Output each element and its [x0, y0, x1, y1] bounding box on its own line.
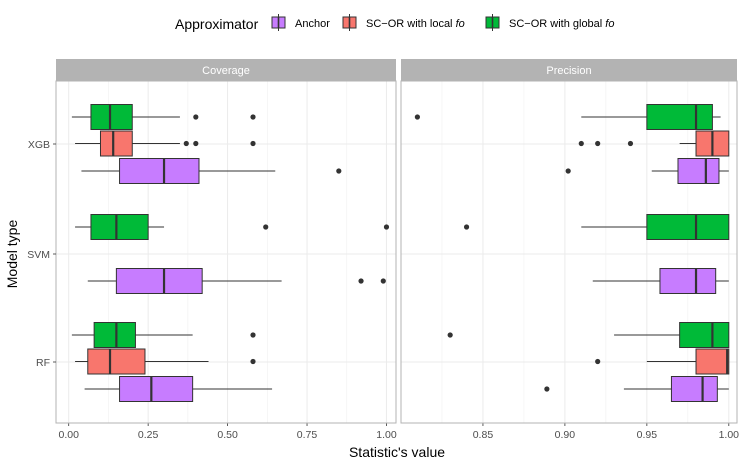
- y-tick-label-xgb: XGB: [28, 139, 50, 151]
- y-tick-label-svm: SVM: [27, 249, 50, 261]
- box-iqr: [119, 376, 194, 402]
- legend-label-text: SC−OR with local: [366, 18, 456, 30]
- x-tick-label: 0.00: [58, 429, 79, 441]
- legend-label-text: Anchor: [295, 18, 330, 30]
- box-svm-anchor: [87, 268, 386, 294]
- outlier-point: [595, 358, 601, 365]
- box-iqr: [646, 104, 713, 130]
- outlier-point: [595, 140, 601, 147]
- outlier-point: [380, 278, 386, 284]
- panel-border: [400, 80, 738, 424]
- x-tick-label: 0.95: [637, 429, 658, 441]
- box-xgb-anchor: [81, 158, 342, 184]
- legend: Approximator Anchor SC−OR with local fo SC…: [175, 14, 614, 32]
- legend-label-global: SC−OR with global fo: [509, 18, 614, 30]
- strip-title: Precision: [546, 65, 591, 77]
- x-tick-label: 0.25: [138, 429, 159, 441]
- outlier-point: [414, 114, 420, 120]
- x-tick-label: 1.00: [376, 429, 397, 441]
- box-svm-anchor: [592, 268, 729, 294]
- outlier-point: [183, 140, 189, 147]
- legend-label-text: SC−OR with global: [509, 18, 605, 30]
- box-xgb-local: [75, 130, 256, 157]
- panel-border: [55, 80, 397, 424]
- outlier-point: [578, 140, 584, 147]
- panels: Coverage 0.00 0.25 0.50 0.75 1.00 Precision 0.8…: [55, 59, 740, 441]
- box-rf-global: [71, 322, 256, 348]
- outlier-point: [544, 386, 550, 392]
- strip-title: Coverage: [202, 65, 250, 77]
- legend-label-local: SC−OR with local fo: [366, 18, 465, 30]
- outlier-point: [336, 168, 342, 174]
- outlier-point: [447, 332, 453, 338]
- outlier-point: [358, 278, 364, 284]
- box-iqr: [695, 348, 730, 375]
- panel-precision: Precision 0.85 0.90 0.95 1.00: [400, 59, 740, 441]
- outlier-point: [193, 140, 199, 147]
- legend-entries: Anchor SC−OR with local fo SC−OR with glob…: [270, 14, 614, 31]
- legend-label-italic: fo: [605, 18, 614, 30]
- box-rf-anchor: [544, 376, 729, 402]
- box-iqr: [87, 348, 146, 375]
- box-rf-anchor: [84, 376, 273, 402]
- legend-title: Approximator: [175, 16, 259, 32]
- outlier-point: [250, 358, 256, 365]
- legend-entry-global: SC−OR with global fo: [484, 14, 614, 31]
- box-rf-local: [75, 348, 256, 375]
- outlier-point: [463, 224, 470, 230]
- box-iqr: [119, 158, 200, 184]
- x-tick-label: 0.75: [297, 429, 318, 441]
- box-svm-global: [75, 214, 390, 240]
- y-tick-label-rf: RF: [36, 357, 50, 369]
- x-tick-label: 0.90: [555, 429, 576, 441]
- outlier-point: [193, 114, 199, 120]
- box-svm-global: [463, 214, 730, 240]
- x-tick-label: 0.85: [473, 429, 494, 441]
- box-rf-global: [447, 322, 730, 348]
- outlier-point: [565, 168, 571, 174]
- outlier-point: [250, 114, 256, 120]
- box-xgb-anchor: [565, 158, 729, 184]
- strip-bg: [56, 59, 396, 81]
- box-iqr: [93, 322, 136, 348]
- y-tick-labels: XGB SVM RF: [27, 139, 56, 369]
- outlier-point: [383, 224, 390, 230]
- box-xgb-local: [578, 130, 730, 157]
- strip-bg: [401, 59, 737, 81]
- box-iqr: [679, 322, 730, 348]
- x-axis-title: Statistic's value: [349, 444, 445, 460]
- outlier-point: [263, 224, 269, 230]
- x-tick-label: 0.50: [217, 429, 238, 441]
- panel-coverage: Coverage 0.00 0.25 0.50 0.75 1.00: [55, 59, 397, 441]
- legend-label-anchor: Anchor: [295, 18, 330, 30]
- box-iqr: [90, 214, 149, 240]
- box-iqr: [99, 130, 133, 157]
- box-iqr: [90, 104, 133, 130]
- legend-entry-local: SC−OR with local fo: [341, 14, 465, 31]
- box-rf-local: [595, 348, 730, 375]
- panel-bg: [401, 81, 737, 423]
- box-xgb-global: [414, 104, 721, 130]
- legend-label-italic: fo: [456, 18, 465, 30]
- box-xgb-global: [71, 104, 256, 130]
- box-iqr: [115, 268, 203, 294]
- box-iqr: [670, 376, 718, 402]
- box-iqr: [659, 268, 717, 294]
- legend-entry-anchor: Anchor: [270, 14, 330, 31]
- outlier-point: [250, 140, 256, 147]
- box-iqr: [646, 214, 730, 240]
- x-tick-label: 1.00: [719, 429, 740, 441]
- box-iqr: [677, 158, 720, 184]
- y-axis-title: Model type: [4, 220, 20, 289]
- outlier-point: [250, 332, 256, 338]
- outlier-point: [627, 140, 634, 147]
